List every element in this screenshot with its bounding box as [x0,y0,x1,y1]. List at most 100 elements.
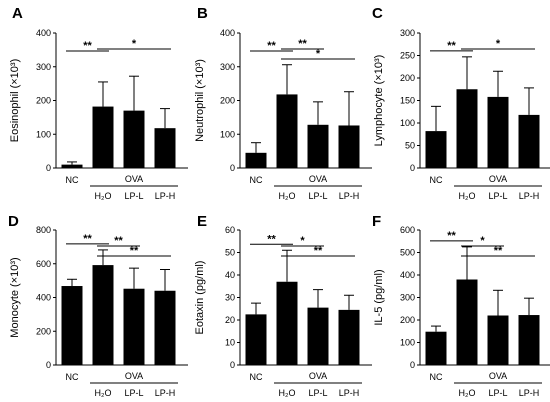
significance-label: * [132,38,137,50]
x-category-label: H₂O [459,388,476,398]
significance-label: ** [447,40,456,52]
y-tick-label: 100 [400,118,415,128]
x-category-label: LP-H [519,388,540,398]
panel-letter: B [197,5,208,22]
x-group-label: OVA [125,371,143,381]
y-tick-label: 400 [400,270,415,280]
y-tick-label: 400 [220,28,235,38]
bar [456,89,478,168]
y-tick-label: 0 [230,163,235,173]
y-tick-label: 100 [36,129,51,139]
x-category-label: LP-L [488,388,507,398]
significance-label: * [480,235,485,247]
bar [276,281,298,365]
bar [307,307,329,365]
panel-letter: E [197,213,207,230]
y-tick-label: 800 [36,225,51,235]
bar [61,164,83,168]
x-category-label: NC [250,175,263,185]
y-tick-label: 0 [410,360,415,370]
x-category-label: LP-H [155,388,176,398]
y-tick-label: 100 [220,129,235,139]
x-category-label: LP-L [308,388,327,398]
bar [425,331,447,365]
bar [92,106,114,168]
x-category-label: H₂O [459,191,476,201]
bar [92,265,114,365]
x-category-label: NC [430,372,443,382]
y-tick-label: 200 [400,315,415,325]
bar [487,315,509,365]
y-tick-label: 0 [230,360,235,370]
y-tick-label: 20 [225,315,235,325]
y-axis-label: Eosinophil (×10³) [9,59,21,142]
y-tick-label: 400 [36,293,51,303]
x-category-label: H₂O [279,388,296,398]
y-tick-label: 200 [220,96,235,106]
bar [123,110,145,168]
significance-label: ** [267,233,276,245]
significance-label: ** [114,235,123,247]
y-tick-label: 250 [400,51,415,61]
x-category-label: LP-L [308,191,327,201]
bar [307,124,329,168]
bar [154,128,176,168]
significance-label: ** [298,38,307,50]
x-group-label: OVA [309,371,327,381]
y-tick-label: 50 [405,141,415,151]
bar [154,290,176,365]
y-axis-label: Neutrophil (×10³) [194,59,206,142]
y-tick-label: 10 [225,338,235,348]
x-category-label: LP-H [519,191,540,201]
y-tick-label: 40 [225,270,235,280]
bar [245,314,267,365]
x-category-label: H₂O [279,191,296,201]
bar [245,152,267,168]
panel-letter: D [8,213,19,230]
y-axis-label: IL-5 (pg/ml) [373,269,385,325]
y-tick-label: 0 [410,163,415,173]
x-group-label: OVA [125,174,143,184]
x-category-label: H₂O [95,388,112,398]
x-category-label: LP-L [124,388,143,398]
y-tick-label: 0 [46,163,51,173]
bar [61,286,83,365]
y-tick-label: 400 [36,28,51,38]
y-axis-label: Lymphocyte (×10³) [373,55,385,147]
significance-label: ** [83,233,92,245]
bar [518,315,540,365]
x-group-label: OVA [489,371,507,381]
x-group-label: OVA [489,174,507,184]
significance-label: ** [130,245,139,257]
y-tick-label: 300 [400,28,415,38]
y-tick-label: 600 [36,259,51,269]
x-category-label: NC [250,372,263,382]
x-category-label: LP-L [124,191,143,201]
significance-label: ** [267,40,276,52]
x-category-label: LP-L [488,191,507,201]
y-tick-label: 50 [225,248,235,258]
x-category-label: NC [430,175,443,185]
bar [123,288,145,365]
x-category-label: NC [66,175,79,185]
bar [338,125,360,168]
significance-label: ** [447,230,456,242]
y-tick-label: 200 [36,326,51,336]
bar [338,309,360,365]
y-tick-label: 200 [36,96,51,106]
bar [518,114,540,168]
bar [487,96,509,168]
y-axis-label: Monocyte (×10³) [9,257,21,337]
y-tick-label: 0 [46,360,51,370]
y-tick-label: 300 [220,62,235,72]
significance-label: * [316,48,321,60]
bar [276,94,298,168]
y-tick-label: 200 [400,73,415,83]
panel-letter: C [372,5,383,22]
y-tick-label: 500 [400,248,415,258]
y-axis-label: Eotaxin (pg/ml) [194,261,206,335]
panel-letter: F [372,213,381,230]
x-category-label: LP-H [155,191,176,201]
y-tick-label: 150 [400,96,415,106]
